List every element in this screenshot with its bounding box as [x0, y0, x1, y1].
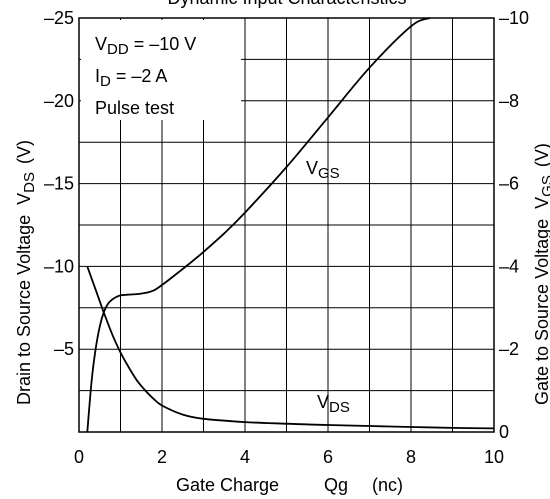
vds-curve-label: VDS — [317, 392, 350, 416]
vds-label-sub: DS — [329, 399, 350, 416]
y-right-tick-label: 0 — [499, 422, 509, 442]
y-right-tick-label: –4 — [499, 256, 519, 276]
x-tick-label: 8 — [406, 447, 416, 467]
x-tick-label: 2 — [157, 447, 167, 467]
series-line-vds — [86, 266, 495, 430]
condition-line: VDD = –10 V — [95, 34, 196, 58]
vds-label-prefix: V — [317, 392, 329, 412]
condition-prefix: V — [95, 34, 107, 54]
y-right-label-unit: (V) — [532, 143, 550, 167]
y-right-axis-label: Gate to Source Voltage VGS (V) — [532, 143, 550, 405]
y-left-label-unit: (V) — [14, 140, 34, 164]
condition-value: = –10 V — [129, 34, 197, 54]
condition-prefix: I — [95, 66, 100, 86]
x-tick-label: 0 — [74, 447, 84, 467]
plot-frame — [78, 17, 495, 433]
condition-line: ID = –2 A — [95, 66, 167, 90]
condition-sub: D — [100, 73, 111, 90]
y-left-label-sub: DS — [21, 172, 38, 193]
y-right-tick-label: –6 — [499, 174, 519, 194]
x-axis-label-symbol: Qg — [324, 475, 348, 495]
y-left-tick-label: –20 — [44, 91, 74, 111]
x-axis-label: Gate Charge Qg (nc) — [176, 475, 403, 495]
y-left-tick-label: –10 — [44, 256, 74, 276]
condition-sub: DD — [107, 41, 129, 58]
vgs-curve-label: VGS — [306, 158, 340, 182]
y-left-label-main: Drain to Source Voltage — [14, 215, 34, 405]
vgs-label-prefix: V — [306, 158, 318, 178]
x-axis-label-unit: (nc) — [372, 475, 403, 495]
x-tick-label: 4 — [240, 447, 250, 467]
y-right-tick-label: –10 — [499, 8, 529, 28]
x-tick-label: 6 — [323, 447, 333, 467]
conditions-box — [81, 20, 241, 120]
grid-lines — [79, 18, 494, 432]
y-right-label-sub: GS — [539, 175, 550, 197]
vgs-label-sub: GS — [318, 165, 340, 182]
series-lines — [86, 17, 495, 433]
y-left-tick-labels: –25 –20 –15 –10 –5 — [44, 8, 74, 359]
condition-value: Pulse test — [95, 98, 174, 118]
condition-value: = –2 A — [111, 66, 168, 86]
test-conditions: VDD = –10 V ID = –2 A Pulse test — [95, 34, 196, 118]
y-right-label-main: Gate to Source Voltage — [532, 219, 550, 405]
y-left-label-prefix: V — [14, 193, 34, 205]
x-tick-label: 10 — [484, 447, 504, 467]
y-right-tick-label: –2 — [499, 339, 519, 359]
y-left-tick-label: –25 — [44, 8, 74, 28]
y-left-axis-label: Drain to Source Voltage VDS (V) — [14, 140, 38, 405]
y-left-tick-label: –5 — [54, 339, 74, 359]
x-tick-labels: 0 2 4 6 8 10 — [74, 447, 504, 467]
chart-title: Dynamic Input Characteristics — [167, 0, 406, 8]
y-right-tick-labels: –10 –8 –6 –4 –2 0 — [499, 8, 529, 442]
y-right-tick-label: –8 — [499, 91, 519, 111]
y-left-tick-label: –15 — [44, 174, 74, 194]
condition-line: Pulse test — [95, 98, 174, 118]
y-right-label-prefix: V — [532, 197, 550, 209]
x-axis-label-main: Gate Charge — [176, 475, 279, 495]
